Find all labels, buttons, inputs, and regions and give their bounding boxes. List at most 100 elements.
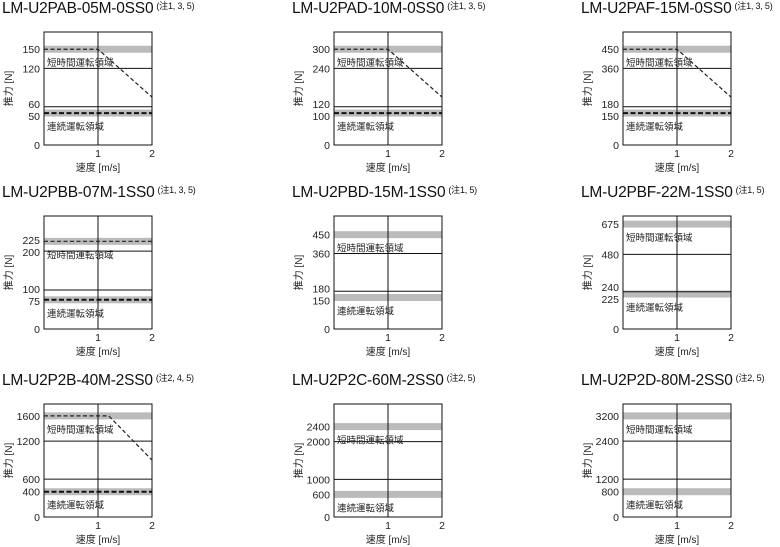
footnote-ref: (注1, 3, 5) xyxy=(157,185,196,195)
plot-frame xyxy=(622,403,732,518)
x-tick-label: 2 xyxy=(149,148,155,160)
y-tick-label: 120 xyxy=(312,99,330,111)
y-tick-label: 0 xyxy=(34,324,40,336)
chart-panel: LM-U2PBD-15M-1SS0 (注1, 5) 0 150 180 360 450 1 2 速… xyxy=(290,184,550,359)
x-tick-label: 1 xyxy=(95,148,101,160)
footnote-ref: (注1, 3, 5) xyxy=(447,1,486,11)
y-tick-label: 150 xyxy=(312,295,330,307)
y-axis-label: 推力 [N] xyxy=(2,71,15,107)
x-tick-label: 2 xyxy=(728,520,734,532)
y-tick-label: 600 xyxy=(22,474,40,486)
footnote-ref: (注2, 4, 5) xyxy=(155,373,194,383)
x-axis-label: 速度 [m/s] xyxy=(655,533,700,546)
y-tick-label: 2000 xyxy=(307,437,331,449)
peak-region-label: 短時間運転領域 xyxy=(337,243,404,255)
x-tick-label: 2 xyxy=(439,520,445,532)
model-name: LM-U2PBF-22M-1SS0 xyxy=(581,184,733,201)
footnote-ref: (注1, 3, 5) xyxy=(734,1,773,11)
y-tick-label: 180 xyxy=(601,99,619,111)
y-tick-label: 360 xyxy=(601,63,619,75)
y-tick-label: 0 xyxy=(613,324,619,336)
y-tick-label: 0 xyxy=(324,512,330,524)
y-axis-label: 推力 [N] xyxy=(2,255,15,291)
chart-title: LM-U2PBB-07M-1SS0 (注1, 3, 5) xyxy=(2,184,196,202)
peak-force-curve xyxy=(44,415,153,461)
x-axis-label: 速度 [m/s] xyxy=(655,345,700,358)
model-name: LM-U2PAF-15M-0SS0 xyxy=(581,0,732,17)
x-axis-label: 速度 [m/s] xyxy=(366,345,411,358)
model-name: LM-U2PBB-07M-1SS0 xyxy=(2,184,155,201)
chart-panel: LM-U2P2B-40M-2SS0 (注2, 4, 5) 0 400 600 1200 16… xyxy=(0,372,260,547)
y-tick-label: 200 xyxy=(22,247,40,259)
x-tick-label: 2 xyxy=(439,148,445,160)
plot-frame xyxy=(333,215,443,330)
model-name: LM-U2P2C-60M-2SS0 xyxy=(292,372,444,389)
x-tick-label: 1 xyxy=(674,520,680,532)
y-tick-label: 0 xyxy=(613,512,619,524)
chart-title: LM-U2P2B-40M-2SS0 (注2, 4, 5) xyxy=(2,372,194,390)
footnote-ref: (注1, 5) xyxy=(448,185,477,195)
x-axis-label: 速度 [m/s] xyxy=(76,161,121,174)
footnote-ref: (注2, 5) xyxy=(735,373,765,383)
y-tick-label: 1200 xyxy=(596,474,620,486)
x-tick-label: 2 xyxy=(439,332,445,344)
y-tick-label: 360 xyxy=(312,249,330,261)
continuous-region-label: 連続運転領域 xyxy=(337,306,395,318)
y-tick-label: 0 xyxy=(34,140,40,152)
plot-frame xyxy=(333,403,443,518)
y-tick-label: 450 xyxy=(312,230,330,242)
plot-frame xyxy=(43,403,153,518)
y-tick-label: 225 xyxy=(601,294,619,306)
chart-title: LM-U2P2D-80M-2SS0 (注2, 5) xyxy=(581,372,764,390)
peak-region-label: 短時間運転領域 xyxy=(47,249,114,261)
chart-title: LM-U2PBF-22M-1SS0 (注1, 5) xyxy=(581,184,764,202)
y-tick-label: 180 xyxy=(312,283,330,295)
chart-panel: LM-U2PAD-10M-0SS0 (注1, 3, 5) 0 100 120 240 300… xyxy=(290,0,550,175)
x-tick-label: 2 xyxy=(728,332,734,344)
y-tick-label: 240 xyxy=(312,63,330,75)
chart-panel: LM-U2P2C-60M-2SS0 (注2, 5) 0 600 1000 2000 2400… xyxy=(290,372,550,547)
y-tick-label: 675 xyxy=(601,219,619,231)
chart-panel: LM-U2P2D-80M-2SS0 (注2, 5) 0 800 1200 2400 3200… xyxy=(579,372,780,547)
continuous-region-label: 連続運転領域 xyxy=(47,500,105,512)
x-tick-label: 2 xyxy=(149,520,155,532)
x-tick-label: 2 xyxy=(149,332,155,344)
x-axis-label: 速度 [m/s] xyxy=(655,161,700,174)
x-tick-label: 1 xyxy=(385,148,391,160)
plot-frame xyxy=(622,215,732,330)
y-tick-label: 2400 xyxy=(307,422,331,434)
x-tick-label: 1 xyxy=(385,520,391,532)
x-tick-label: 1 xyxy=(674,148,680,160)
continuous-region-label: 連続運転領域 xyxy=(337,121,395,133)
y-tick-label: 100 xyxy=(312,111,330,123)
y-axis-label: 推力 [N] xyxy=(581,255,594,291)
y-tick-label: 2400 xyxy=(596,436,620,448)
y-tick-label: 300 xyxy=(312,44,330,56)
y-tick-label: 1000 xyxy=(307,474,331,486)
chart-title: LM-U2PAB-05M-0SS0 (注1, 3, 5) xyxy=(2,0,195,18)
chart-panel: LM-U2PAB-05M-0SS0 (注1, 3, 5) 0 50 60 120 150 1 2… xyxy=(0,0,260,175)
model-name: LM-U2PBD-15M-1SS0 xyxy=(292,184,446,201)
peak-region-label: 短時間運転領域 xyxy=(337,57,404,69)
x-axis-label: 速度 [m/s] xyxy=(366,161,411,174)
y-axis-label: 推力 [N] xyxy=(581,443,594,479)
y-axis-label: 推力 [N] xyxy=(292,443,305,479)
y-tick-label: 480 xyxy=(601,249,619,261)
force-speed-chart: 0 600 1000 2000 2400 1 2 速度 [m/s] 推力 [N] 短時間運転領域連… xyxy=(292,403,445,546)
chart-panel: LM-U2PBF-22M-1SS0 (注1, 5) 0 225 240 480 675 1 2 速… xyxy=(579,184,780,359)
continuous-region-label: 連続運転領域 xyxy=(337,502,395,514)
y-tick-label: 0 xyxy=(34,512,40,524)
x-axis-label: 速度 [m/s] xyxy=(366,533,411,546)
plot-frame xyxy=(43,215,153,330)
y-tick-label: 225 xyxy=(22,235,40,247)
y-tick-label: 50 xyxy=(28,111,40,123)
y-axis-label: 推力 [N] xyxy=(581,71,594,107)
x-tick-label: 2 xyxy=(728,148,734,160)
